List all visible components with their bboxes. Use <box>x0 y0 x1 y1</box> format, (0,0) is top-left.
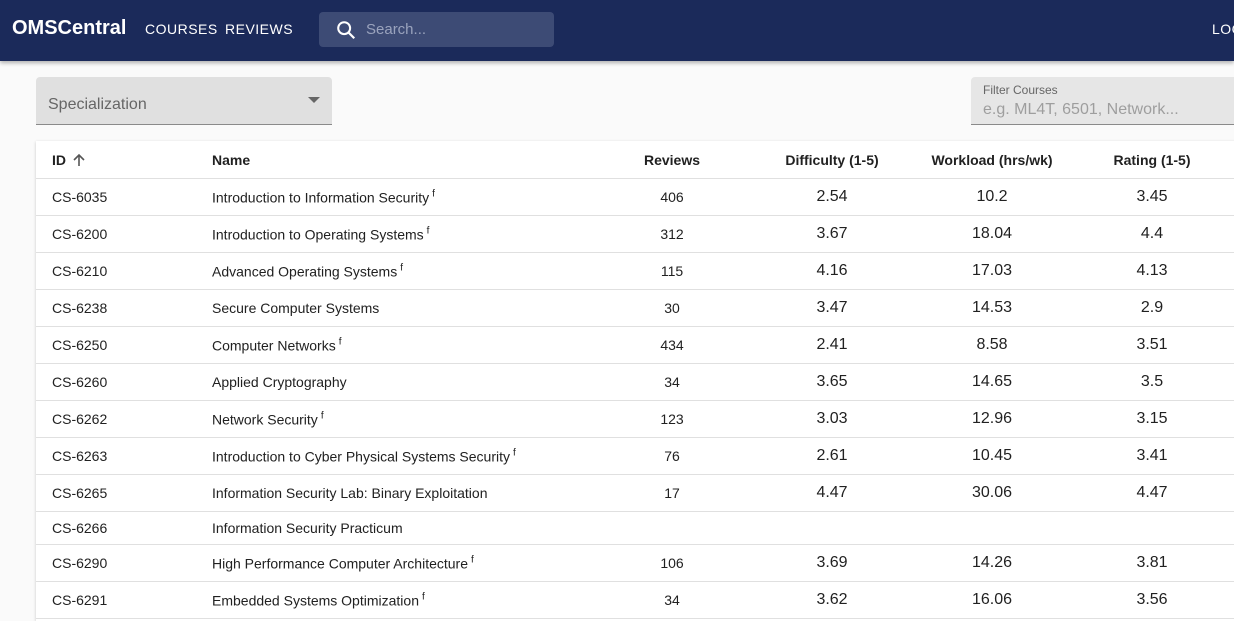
course-name-cell: Information Security Lab: Binary Exploit… <box>212 485 487 501</box>
course-table: ID Name Reviews Difficulty (1-5) Workload (h… <box>36 141 1234 621</box>
table-row[interactable]: CS-6260 Applied Cryptography 34 3.65 14.65 3.… <box>36 364 1234 401</box>
table-header: ID Name Reviews Difficulty (1-5) Workload (h… <box>36 141 1234 179</box>
course-id: CS-6265 <box>52 485 108 501</box>
foundational-badge: f <box>320 410 324 422</box>
table-row[interactable]: CS-6265 Information Security Lab: Binary … <box>36 475 1234 512</box>
logo[interactable]: OMSCentral <box>12 17 127 39</box>
table-row[interactable]: CS-6266 Information Security Practicum <box>36 512 1234 545</box>
course-name-cell: Embedded Systems Optimization f <box>212 592 425 609</box>
course-name: Introduction to Operating Systems <box>212 226 424 243</box>
course-name: Introduction to Information Security <box>212 189 430 206</box>
specialization-select[interactable]: Specialization <box>36 77 332 125</box>
course-id: CS-6291 <box>52 592 108 608</box>
filter-input[interactable]: Filter Courses e.g. ML4T, 6501, Network.… <box>971 77 1234 125</box>
foundational-badge: f <box>426 225 430 237</box>
course-name: Computer Networks <box>212 337 336 354</box>
course-name: Information Security Lab: Binary Exploit… <box>212 485 488 501</box>
select-label: Specialization <box>48 96 147 113</box>
course-id: CS-6263 <box>52 448 108 464</box>
course-id: CS-6238 <box>52 300 108 316</box>
column-header[interactable]: ID <box>52 152 86 168</box>
course-id: CS-6260 <box>52 374 108 390</box>
course-name-cell: Advanced Operating Systems f <box>212 263 403 280</box>
table-row[interactable]: CS-6262 Network Security f 123 3.03 12.96 3.15 <box>36 401 1234 438</box>
column-title: Rating (1-5) <box>1113 151 1191 168</box>
course-name-cell: Network Security f <box>212 411 324 428</box>
table-row[interactable]: CS-6290 High Performance Computer Archite… <box>36 545 1234 582</box>
course-name: Embedded Systems Optimization <box>212 592 419 609</box>
table-row[interactable]: CS-6250 Computer Networks f 434 2.41 8.58 3.51 <box>36 327 1234 364</box>
course-name: High Performance Computer Architecture <box>212 555 468 572</box>
course-name: Secure Computer Systems <box>212 300 380 316</box>
course-name: Network Security <box>212 411 318 428</box>
course-name-cell: Secure Computer Systems <box>212 300 379 316</box>
course-name: Advanced Operating Systems <box>212 263 398 280</box>
foundational-badge: f <box>338 336 342 348</box>
filter-label: Filter Courses <box>983 83 1058 97</box>
nav-link[interactable]: COURSES <box>145 21 218 37</box>
column-title: Reviews <box>643 151 701 168</box>
course-name: Information Security Practicum <box>212 520 403 536</box>
course-id: CS-6210 <box>52 263 108 279</box>
top-bar: OMSCentral COURSES REVIEWS Search... LOG… <box>0 0 1234 61</box>
table-row[interactable]: CS-6035 Introduction to Information Secur… <box>36 179 1234 216</box>
table-row[interactable]: CS-6291 Embedded Systems Optimization f 34 3… <box>36 582 1234 619</box>
foundational-badge: f <box>400 262 403 274</box>
search-placeholder: Search... <box>366 21 427 38</box>
table-row[interactable]: CS-6210 Advanced Operating Systems f 115 4.1… <box>36 253 1234 290</box>
course-name: Applied Cryptography <box>212 374 347 390</box>
foundational-badge: f <box>513 447 516 459</box>
column-title: ID <box>52 151 66 168</box>
course-id: CS-6200 <box>52 226 108 242</box>
table-row[interactable]: CS-6263 Introduction to Cyber Physical Sy… <box>36 438 1234 475</box>
search-icon <box>337 21 356 40</box>
course-name-cell: Information Security Practicum <box>212 520 403 536</box>
column-header[interactable]: Name <box>212 152 250 168</box>
sort-icon[interactable] <box>72 153 86 167</box>
login-button[interactable]: LOGIN <box>1212 21 1234 37</box>
course-id: CS-6290 <box>52 555 108 571</box>
table-row[interactable]: CS-6238 Secure Computer Systems 30 3.47 14.5… <box>36 290 1234 327</box>
column-title: Difficulty (1-5) <box>785 151 879 168</box>
table-row[interactable]: CS-6200 Introduction to Operating Systems… <box>36 216 1234 253</box>
course-name-cell: Introduction to Operating Systems f <box>212 226 429 243</box>
course-name-cell: Computer Networks f <box>212 337 341 354</box>
course-id: CS-6266 <box>52 520 108 536</box>
foundational-badge: f <box>432 188 435 200</box>
course-name-cell: Introduction to Cyber Physical Systems S… <box>212 448 516 465</box>
column-title: Name <box>212 151 251 168</box>
filter-placeholder: e.g. ML4T, 6501, Network... <box>983 101 1179 118</box>
course-name-cell: Applied Cryptography <box>212 374 347 390</box>
course-id: CS-6250 <box>52 337 108 353</box>
column-title: Workload (hrs/wk) <box>931 151 1053 168</box>
search-box[interactable]: Search... <box>319 12 554 47</box>
foundational-badge: f <box>421 591 425 603</box>
foundational-badge: f <box>471 554 474 566</box>
course-id: CS-6262 <box>52 411 108 427</box>
course-name: Introduction to Cyber Physical Systems S… <box>212 448 511 465</box>
course-name-cell: Introduction to Information Security f <box>212 189 435 206</box>
course-name-cell: High Performance Computer Architecture f <box>212 555 474 572</box>
course-id: CS-6035 <box>52 189 108 205</box>
nav-link[interactable]: REVIEWS <box>225 21 294 37</box>
dropdown-arrow <box>308 97 320 103</box>
